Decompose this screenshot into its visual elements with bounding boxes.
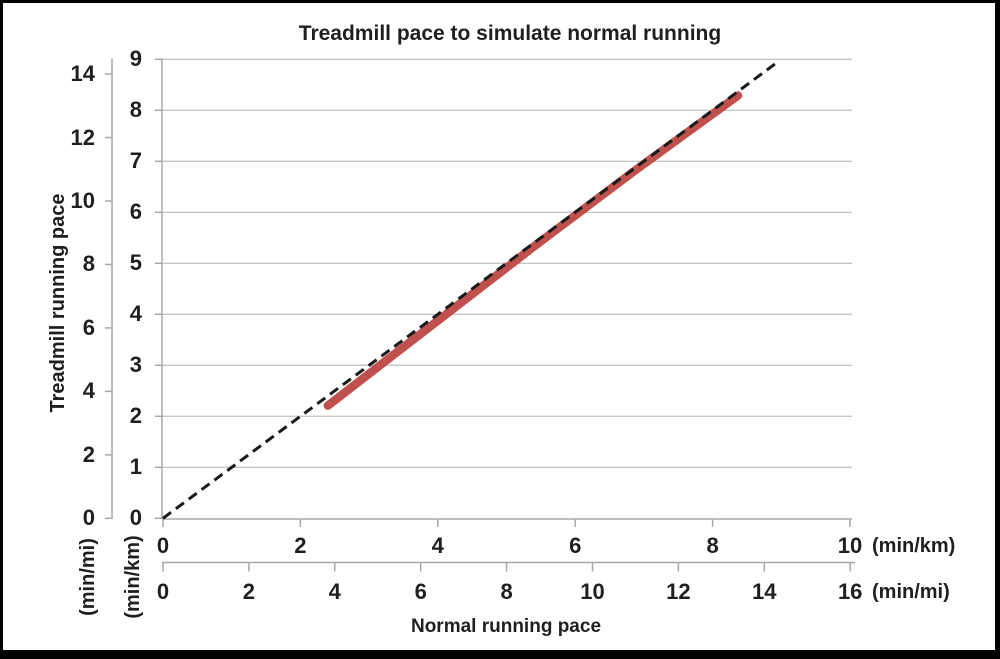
y-tick-label-min-per-mi: 2 [82, 441, 95, 467]
y-tick-label-min-per-km: 1 [129, 454, 142, 480]
y-tick-label-min-per-km: 9 [129, 46, 142, 72]
y-tick-label-min-per-mi: 14 [70, 61, 95, 87]
y-tick-label-min-per-km: 5 [129, 250, 142, 276]
x-axis-unit-min-per-km: (min/km) [872, 535, 956, 557]
y-tick-label-min-per-km: 7 [129, 148, 142, 174]
series-treadmill-pace-line [323, 91, 743, 410]
x-tick-label-min-per-mi: 2 [242, 579, 256, 604]
y-tick-label-min-per-mi: 8 [82, 251, 95, 277]
x-tick-label-min-per-mi: 6 [414, 579, 427, 604]
x-tick-label-min-per-mi: 14 [752, 579, 777, 604]
chart-title: Treadmill pace to simulate normal runnin… [298, 22, 722, 45]
y-tick-label-min-per-mi: 10 [70, 188, 95, 213]
y-tick-label-min-per-km: 6 [129, 199, 142, 225]
x-tick-label-min-per-mi: 4 [328, 579, 341, 604]
x-axis-title: Normal running pace [410, 616, 602, 637]
y-tick-label-min-per-mi: 4 [82, 378, 95, 404]
x-tick-label-min-per-mi: 10 [580, 579, 605, 604]
y-tick-label-min-per-km: 0 [129, 505, 142, 531]
y-axis-unit-min-per-mi: (min/mi) [77, 538, 99, 616]
x-tick-label-min-per-km: 4 [431, 533, 444, 558]
x-tick-label-min-per-km: 8 [706, 533, 719, 558]
y-tick-label-min-per-km: 8 [129, 97, 142, 123]
y-tick-label-min-per-km: 3 [129, 352, 142, 378]
x-tick-label-min-per-mi: 12 [666, 579, 691, 604]
x-tick-label-min-per-mi: 16 [837, 579, 863, 604]
x-tick-label-min-per-mi: 8 [500, 579, 513, 604]
x-tick-label-min-per-km: 2 [294, 533, 307, 558]
y-tick-label-min-per-mi: 0 [82, 505, 95, 531]
y-tick-label-min-per-mi: 6 [82, 314, 95, 340]
y-tick-label-min-per-km: 2 [129, 403, 142, 429]
x-tick-label-min-per-km: 10 [837, 533, 863, 558]
x-tick-label-min-per-km: 6 [569, 533, 582, 558]
y-tick-label-min-per-mi: 12 [70, 124, 95, 150]
x-tick-label-min-per-km: 0 [156, 533, 170, 558]
x-axis-unit-min-per-mi: (min/mi) [872, 581, 950, 603]
y-tick-label-min-per-km: 4 [129, 301, 142, 327]
x-tick-label-min-per-mi: 0 [156, 579, 170, 604]
